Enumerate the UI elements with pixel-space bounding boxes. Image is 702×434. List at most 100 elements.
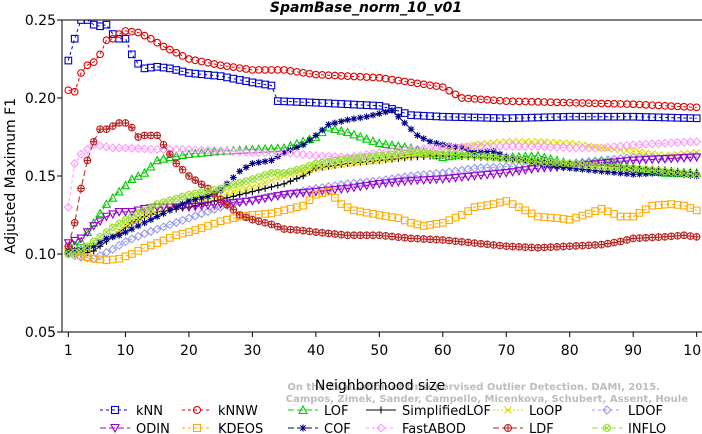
data-point [222,199,232,209]
data-point [158,222,169,232]
data-point [179,200,186,208]
data-point [64,242,73,251]
data-point [134,209,143,218]
data-point [286,167,295,176]
data-point [483,148,491,155]
data-point [298,188,308,198]
data-point [172,159,181,168]
data-point [445,142,453,150]
data-point [450,174,461,183]
data-point [565,242,574,251]
data-point [528,158,535,166]
data-point [451,237,460,246]
data-point [425,175,435,185]
data-point [406,176,416,186]
data-point [615,157,626,167]
data-point [293,144,301,151]
legend-item-loop: LoOP [493,404,562,419]
data-point [64,56,73,65]
data-point [578,141,587,149]
data-point [495,141,505,151]
data-point [432,235,441,244]
data-point [230,174,237,181]
data-point [363,113,370,121]
data-point [579,166,586,173]
data-point [401,119,409,127]
data-point [629,171,637,178]
data-point [127,212,136,221]
data-point [216,146,226,156]
data-point [660,138,670,148]
data-point [133,171,143,180]
data-point [254,195,264,205]
data-point [661,169,669,177]
data-point [158,203,169,213]
data-point [223,200,231,209]
data-point [399,177,410,187]
legend-item-ldof: LDOF [592,404,663,419]
data-point [63,202,73,212]
legend-marker [298,404,308,415]
data-point [70,87,79,96]
data-point [451,213,460,222]
legend-marker [602,423,612,433]
data-point [426,235,434,244]
data-point [482,141,492,151]
data-point [141,219,148,227]
data-point [70,34,79,43]
data-point [84,244,91,252]
legend-item-fastabod: FastABOD [366,422,466,434]
data-point [477,239,485,248]
data-point [667,232,676,241]
series-knn [64,20,701,123]
data-point [344,116,351,124]
data-point [318,126,326,134]
data-point [566,139,574,147]
data-point [234,198,245,208]
data-point [147,34,155,43]
y-axis: 0.05 0.10 0.15 0.20 0.25 [25,13,62,341]
data-point [534,212,542,221]
legend-label: kNN [136,404,163,419]
data-point [128,225,136,233]
data-point [134,28,143,37]
data-point [299,172,307,180]
data-point [577,161,588,171]
data-point [292,203,301,212]
data-point [160,210,167,217]
data-point [203,201,213,211]
data-point [680,201,688,210]
data-point [146,161,156,171]
data-point [350,231,358,240]
data-point [171,151,181,161]
data-point [222,145,232,155]
data-point [623,170,631,178]
data-point [128,219,136,227]
data-point [280,169,288,177]
data-point [190,148,200,158]
data-point [134,59,143,68]
legend-label: LDOF [628,404,663,419]
data-point [395,113,402,121]
data-point [673,231,682,240]
x-tick-label: 1 [64,343,73,359]
data-point [254,148,264,158]
data-point [368,180,378,190]
data-point [255,181,263,189]
data-point [501,162,511,172]
data-point [692,137,702,147]
y-axis-label: Adjusted Maximum F1 [3,98,19,254]
data-point [642,149,650,157]
data-point [115,30,123,38]
data-point [77,184,85,193]
data-point [400,109,409,117]
data-point [412,176,423,186]
data-point [336,185,346,195]
data-point [572,213,580,222]
data-point [603,159,613,168]
data-point [249,160,256,167]
data-point [133,143,143,154]
data-point [102,20,111,29]
data-point [190,145,200,155]
data-point [469,163,480,173]
